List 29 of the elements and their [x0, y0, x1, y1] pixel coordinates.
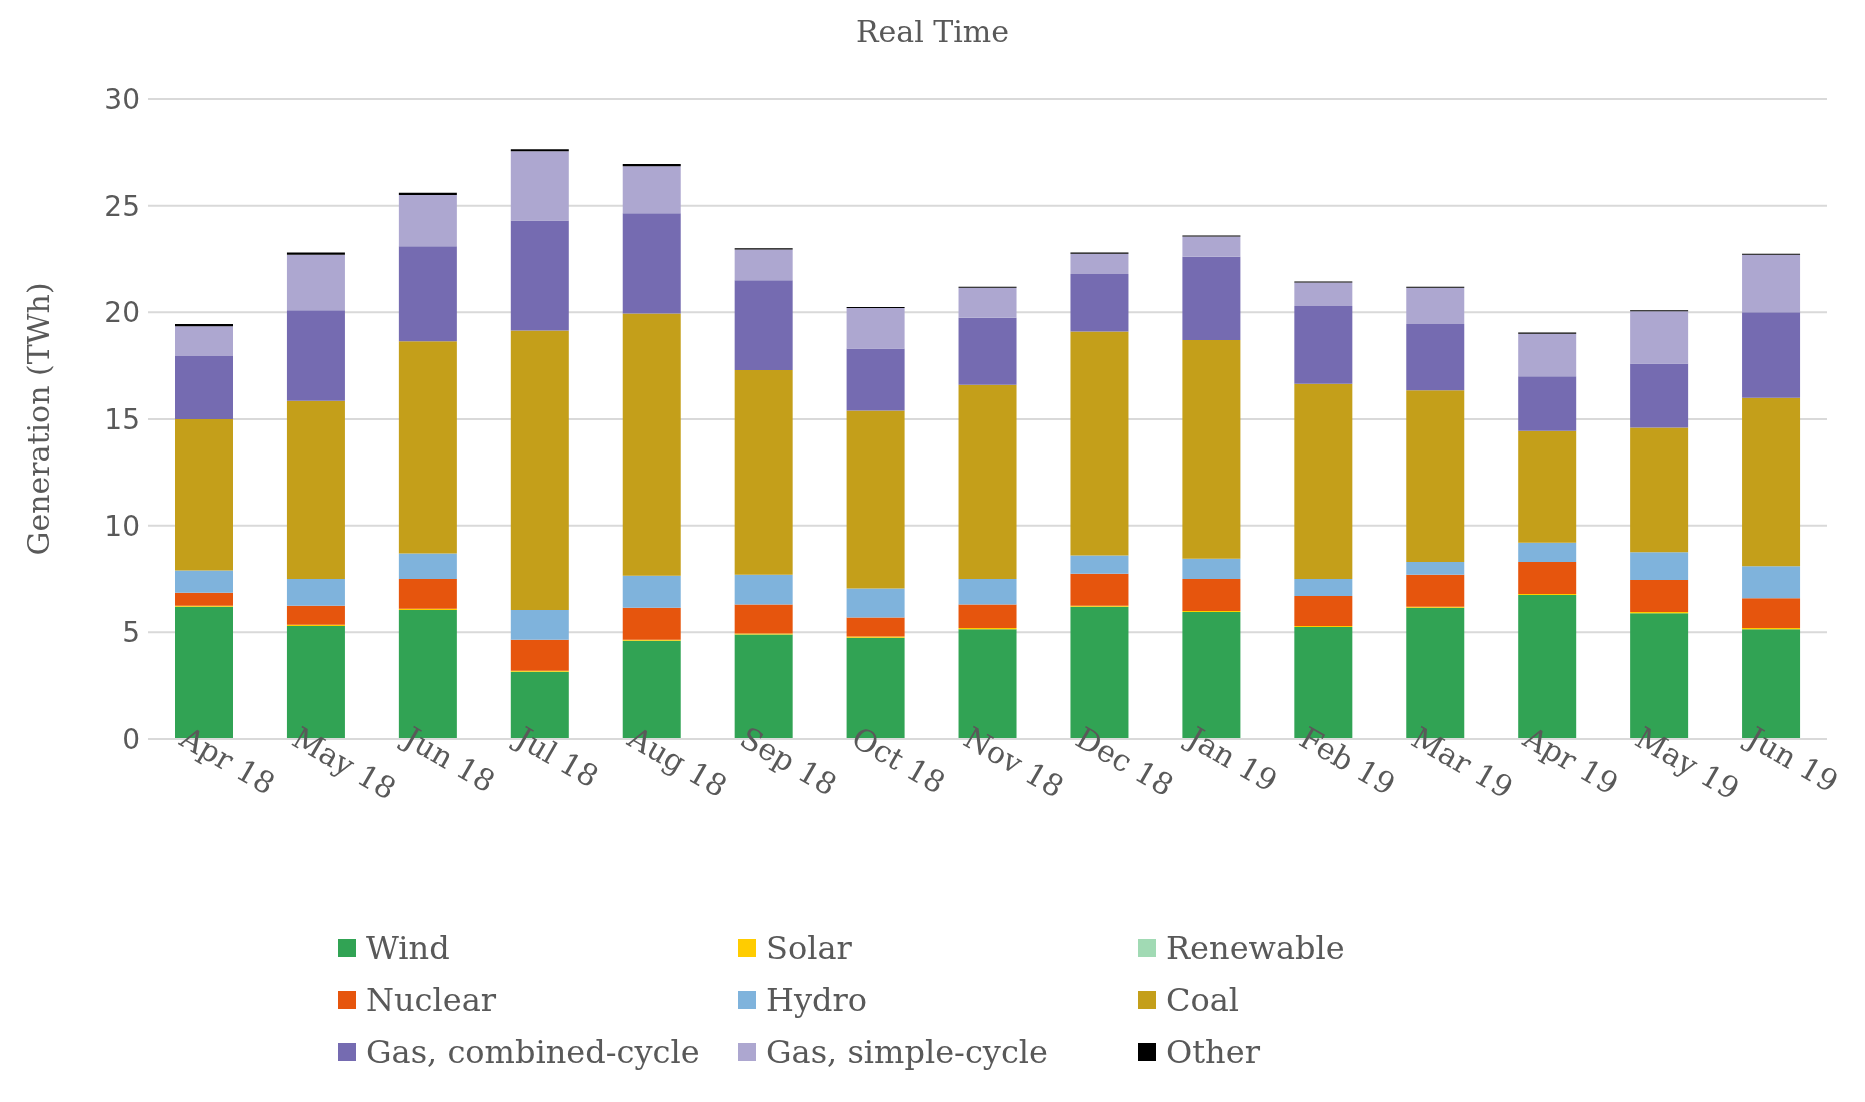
x-tick-label: Apr 18 — [173, 719, 282, 802]
legend-label: Hydro — [766, 981, 868, 1019]
x-tick-label: Jan 19 — [1179, 718, 1284, 799]
x-tick-label: Jun 18 — [395, 718, 502, 800]
legend-label: Gas, combined-cycle — [366, 1033, 700, 1071]
legend-label: Other — [1166, 1033, 1260, 1071]
x-tick-label: Jul 18 — [507, 718, 605, 795]
y-tick-label: 15 — [104, 402, 140, 436]
x-tick-label: Nov 18 — [958, 719, 1070, 805]
legend-label: Nuclear — [366, 981, 497, 1019]
y-tick-label: 20 — [104, 296, 140, 330]
y-tick-label: 0 — [122, 722, 140, 756]
legend-label: Gas, simple-cycle — [766, 1033, 1048, 1071]
legend-label: Coal — [1166, 981, 1240, 1019]
x-tick-label: Oct 18 — [846, 719, 952, 801]
legend-label: Wind — [366, 929, 450, 967]
x-tick-label: Jun 19 — [1738, 718, 1845, 800]
chart-title: Real Time — [854, 13, 1011, 49]
y-tick-label: 10 — [104, 509, 140, 543]
legend-label: Renewable — [1166, 929, 1345, 967]
y-tick-label: 25 — [104, 189, 140, 223]
x-tick-label: Aug 18 — [621, 719, 734, 805]
legend-label: Solar — [766, 929, 852, 967]
y-tick-label: 30 — [104, 82, 140, 116]
x-tick-label: Feb 19 — [1293, 719, 1402, 802]
y-tick-label: 5 — [122, 616, 140, 650]
x-tick-label: Sep 18 — [734, 719, 843, 803]
y-axis-title: Generation (TWh) — [20, 282, 56, 556]
x-tick-label: Dec 18 — [1069, 719, 1180, 804]
